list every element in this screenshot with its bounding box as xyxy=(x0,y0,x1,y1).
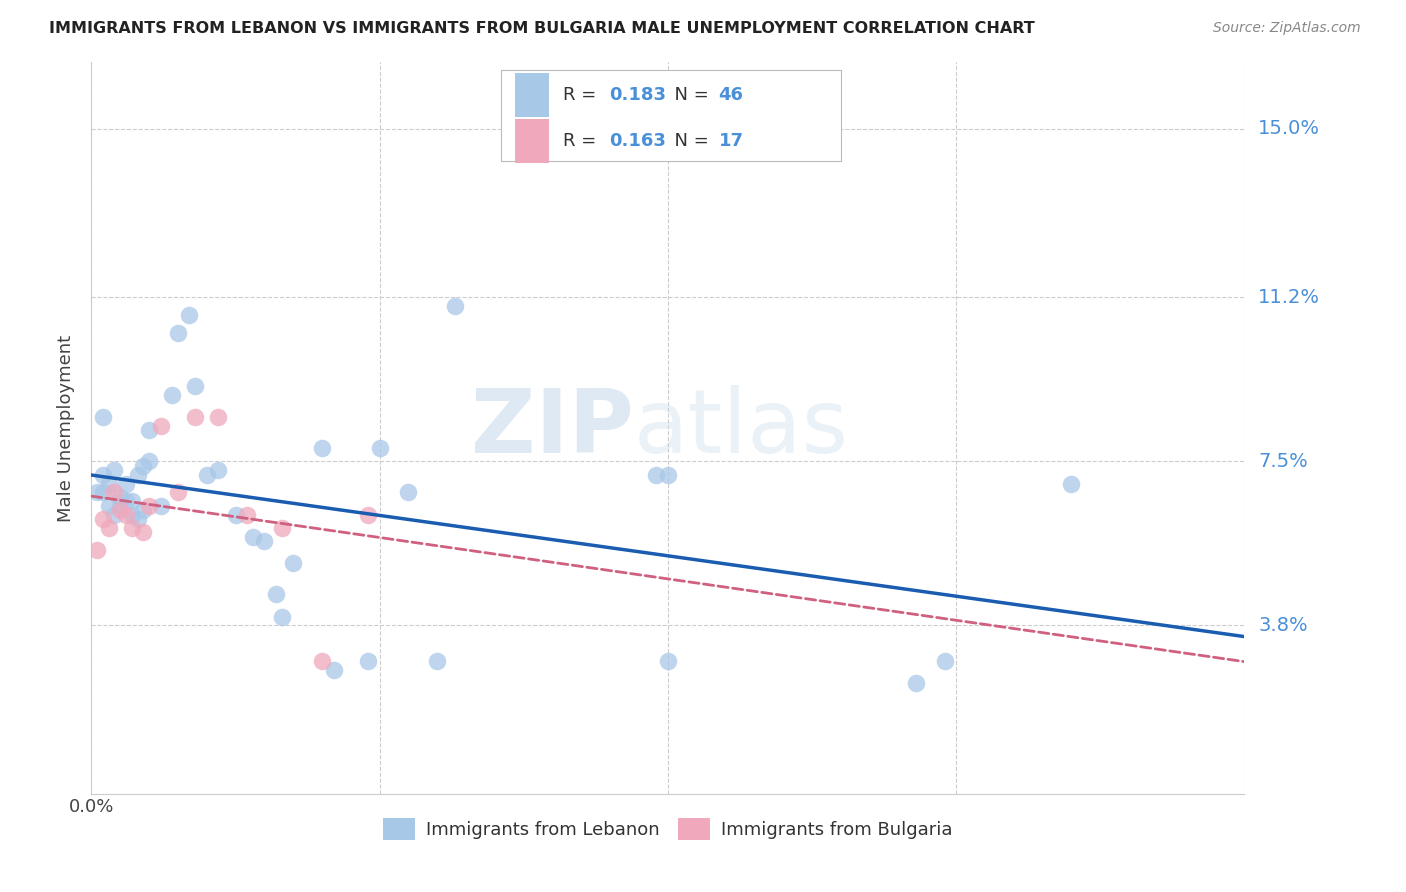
Text: N =: N = xyxy=(664,87,714,104)
FancyBboxPatch shape xyxy=(515,73,550,118)
Point xyxy=(184,410,207,425)
Point xyxy=(657,654,679,668)
Y-axis label: Male Unemployment: Male Unemployment xyxy=(56,334,75,522)
Point xyxy=(121,494,143,508)
Point xyxy=(127,467,149,482)
Legend: Immigrants from Lebanon, Immigrants from Bulgaria: Immigrants from Lebanon, Immigrants from… xyxy=(375,811,960,847)
Point xyxy=(368,441,391,455)
Point xyxy=(225,508,247,522)
Point xyxy=(115,476,138,491)
Text: R =: R = xyxy=(562,132,602,150)
Point xyxy=(166,326,188,340)
Point xyxy=(426,654,449,668)
Point xyxy=(138,423,160,437)
Point xyxy=(86,543,108,558)
Point xyxy=(253,534,276,549)
Point xyxy=(270,609,292,624)
Text: 17: 17 xyxy=(718,132,744,150)
Point xyxy=(396,485,419,500)
Text: 0.183: 0.183 xyxy=(609,87,666,104)
Point xyxy=(311,654,333,668)
Point xyxy=(97,499,120,513)
Point xyxy=(657,467,679,482)
Point xyxy=(149,499,172,513)
Point xyxy=(270,521,292,535)
Text: ZIP: ZIP xyxy=(471,384,633,472)
Point xyxy=(91,467,114,482)
Point xyxy=(103,485,125,500)
Point xyxy=(195,467,218,482)
Text: Source: ZipAtlas.com: Source: ZipAtlas.com xyxy=(1213,21,1361,35)
Point xyxy=(127,512,149,526)
Point xyxy=(357,654,380,668)
Point xyxy=(645,467,668,482)
Point xyxy=(443,299,465,313)
Point xyxy=(91,485,114,500)
Point xyxy=(91,512,114,526)
Point xyxy=(97,521,120,535)
Text: 11.2%: 11.2% xyxy=(1258,288,1320,307)
Point xyxy=(160,388,183,402)
Point xyxy=(115,508,138,522)
Point xyxy=(97,476,120,491)
Text: 0.0%: 0.0% xyxy=(69,797,114,815)
Point xyxy=(138,454,160,468)
Point xyxy=(110,503,132,517)
Point xyxy=(91,410,114,425)
Point xyxy=(166,485,188,500)
Point xyxy=(110,490,132,504)
Text: 3.8%: 3.8% xyxy=(1258,616,1308,635)
Point xyxy=(934,654,956,668)
Text: R =: R = xyxy=(562,87,602,104)
FancyBboxPatch shape xyxy=(515,120,550,163)
Point xyxy=(242,530,264,544)
Text: 15.0%: 15.0% xyxy=(1258,120,1320,138)
Text: 46: 46 xyxy=(718,87,744,104)
Point xyxy=(86,485,108,500)
Point xyxy=(1060,476,1083,491)
Point xyxy=(103,463,125,477)
Text: N =: N = xyxy=(664,132,714,150)
Point xyxy=(207,463,229,477)
FancyBboxPatch shape xyxy=(501,70,841,161)
Point xyxy=(322,663,344,677)
Point xyxy=(311,441,333,455)
Point xyxy=(132,503,155,517)
Point xyxy=(110,499,132,513)
Point xyxy=(121,508,143,522)
Text: 7.5%: 7.5% xyxy=(1258,452,1308,471)
Point xyxy=(132,458,155,473)
Point xyxy=(179,308,201,322)
Point xyxy=(121,521,143,535)
Point xyxy=(357,508,380,522)
Point xyxy=(138,499,160,513)
Point xyxy=(115,494,138,508)
Point xyxy=(132,525,155,540)
Point xyxy=(103,508,125,522)
Point xyxy=(264,587,287,601)
Point xyxy=(904,676,927,690)
Point xyxy=(281,557,305,571)
Point xyxy=(184,379,207,393)
Text: atlas: atlas xyxy=(633,384,848,472)
Point xyxy=(207,410,229,425)
Point xyxy=(236,508,259,522)
Point xyxy=(149,419,172,434)
Text: IMMIGRANTS FROM LEBANON VS IMMIGRANTS FROM BULGARIA MALE UNEMPLOYMENT CORRELATIO: IMMIGRANTS FROM LEBANON VS IMMIGRANTS FR… xyxy=(49,21,1035,36)
Text: 0.163: 0.163 xyxy=(609,132,666,150)
